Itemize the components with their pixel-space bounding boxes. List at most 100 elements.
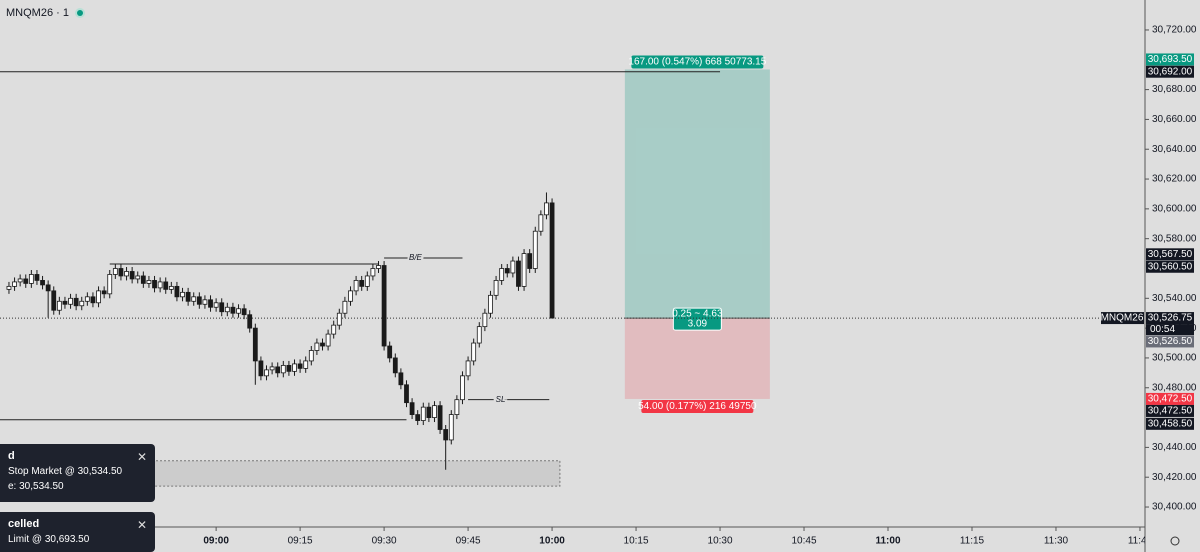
candle-body: [236, 308, 241, 314]
status-dot: [77, 10, 83, 16]
candle-body: [107, 274, 113, 295]
candle-body: [370, 268, 376, 277]
candle-body: [275, 366, 281, 374]
toast-line: e: 30,534.50: [8, 481, 64, 492]
y-tick-label: 30,680.00: [1152, 84, 1197, 95]
candle-body: [476, 326, 482, 344]
candle-body: [292, 363, 297, 372]
candle-body: [432, 405, 437, 418]
symbol-title: MNQM26 · 1: [6, 7, 69, 19]
candle-body: [460, 375, 465, 401]
x-tick-label: 10:00: [539, 536, 565, 547]
candle-body: [146, 280, 152, 284]
candle-body: [12, 281, 17, 287]
candle-body: [269, 366, 275, 371]
candle-body: [213, 302, 219, 308]
y-tick-label: 30,540.00: [1152, 293, 1197, 304]
candle-body: [308, 350, 314, 362]
candle-body: [174, 285, 180, 298]
candle-body: [264, 369, 269, 377]
candle-body: [157, 281, 163, 289]
candle-body: [280, 364, 286, 374]
level-label: SL: [496, 395, 506, 404]
price-badge-label: 30,693.50: [1148, 54, 1193, 65]
price-badge: [1146, 53, 1194, 66]
y-tick-label: 30,580.00: [1152, 233, 1197, 244]
x-tick-label: 11:45: [1128, 536, 1153, 547]
price-badge: [1146, 392, 1194, 405]
price-badge: [1146, 404, 1194, 417]
price-badge: [1146, 248, 1194, 261]
candle-body: [527, 253, 533, 269]
candle-body: [140, 275, 146, 284]
close-button[interactable]: ✕: [136, 450, 147, 464]
candle-body: [152, 280, 157, 289]
x-tick-label: 11:00: [875, 536, 900, 547]
candle-body: [241, 308, 247, 316]
toast: ✕ celled Limit @ 30,693.50: [0, 512, 155, 552]
close-button[interactable]: ✕: [136, 518, 147, 532]
candle-body: [45, 284, 51, 292]
candle-body: [185, 291, 191, 302]
candle-body: [325, 333, 331, 347]
candle-body: [348, 290, 353, 302]
candle-body: [303, 360, 309, 369]
countdown-bg: [1146, 324, 1194, 336]
candle-body: [168, 285, 174, 290]
candle-body: [258, 360, 264, 377]
price-badge-label: 30,472.50: [1148, 406, 1193, 417]
candle-body: [426, 406, 432, 418]
target-label-bg: [631, 55, 764, 69]
candle-body: [23, 278, 29, 284]
symbol-label: MNQM26: [1101, 313, 1144, 324]
candle-body: [96, 290, 101, 304]
candle-body: [493, 280, 499, 296]
candle-body: [516, 260, 521, 287]
price-badge-label: 30,526.50: [1148, 336, 1193, 347]
candle-body: [359, 280, 365, 287]
candle-body: [448, 414, 454, 441]
x-tick-label: 09:30: [372, 536, 397, 547]
symbol-label-bg: [1101, 312, 1144, 325]
candle-body: [247, 314, 253, 329]
candle-body: [510, 260, 516, 274]
candle-body: [73, 297, 79, 307]
candle-body: [454, 399, 460, 415]
price-badge-label: 30,692.00: [1148, 66, 1193, 77]
candle-body: [6, 285, 12, 290]
price-badge-label: 30,567.50: [1148, 249, 1193, 260]
candle-body: [112, 268, 118, 275]
candle-body: [118, 268, 124, 277]
x-tick-label: 10:30: [708, 536, 733, 547]
x-tick-label: 10:15: [624, 536, 649, 547]
candle-body: [420, 406, 426, 421]
candle-body: [51, 290, 57, 311]
candle-body: [342, 300, 348, 314]
candle-body: [79, 300, 85, 307]
price-badge: [1146, 335, 1194, 348]
candle-body: [331, 324, 337, 335]
toast-title: d: [8, 450, 15, 462]
candle-body: [202, 299, 208, 305]
stop-label-bg: [641, 399, 754, 413]
candle-body: [135, 275, 141, 280]
candle-body: [482, 312, 488, 328]
candle-body: [387, 345, 393, 359]
candle-body: [124, 271, 129, 277]
candle-body: [465, 360, 471, 377]
settings-icon: [1170, 536, 1180, 546]
x-tick-label: 09:15: [288, 536, 313, 547]
candle-body: [129, 271, 135, 280]
y-tick-label: 30,400.00: [1152, 502, 1197, 513]
level-label: B/E: [409, 253, 423, 262]
x-tick-label: 11:30: [1044, 536, 1069, 547]
price-badge-label: 30,458.50: [1148, 418, 1193, 429]
candle-body: [443, 429, 449, 441]
toast: ✕ d Stop Market @ 30,534.50 e: 30,534.50: [0, 444, 155, 502]
candle-body: [208, 299, 213, 308]
toast-title: celled: [8, 518, 40, 530]
candle-body: [504, 268, 510, 274]
stop-zone: [624, 318, 770, 399]
candle-body: [376, 265, 381, 269]
